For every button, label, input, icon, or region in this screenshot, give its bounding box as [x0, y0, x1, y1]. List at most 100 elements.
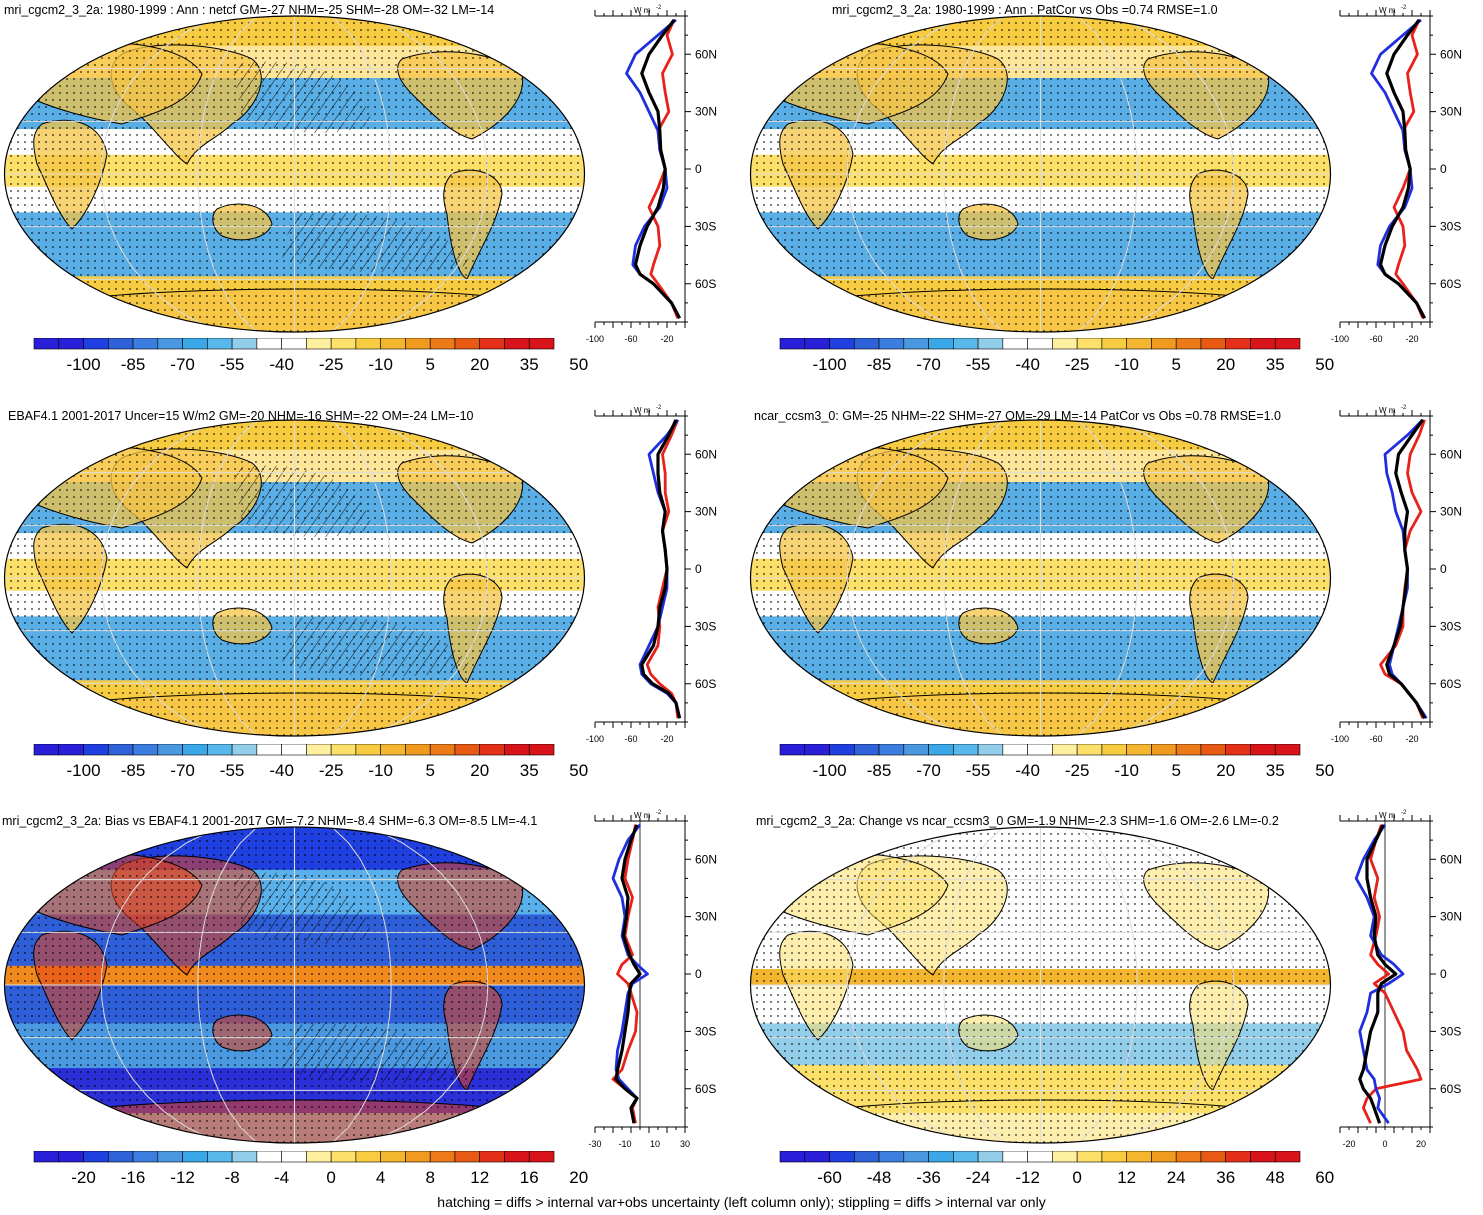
zonal-x-label: -60 [624, 734, 637, 744]
colorbar-cell [1076, 338, 1103, 350]
colorbar-label: 50 [569, 761, 588, 780]
colorbar-cell [281, 744, 307, 756]
zonal-lat-label: 0 [1440, 967, 1447, 981]
colorbar-label: 35 [520, 355, 539, 374]
colorbar-cell [405, 744, 431, 756]
zonal-lat-label: 60N [1440, 852, 1462, 866]
graticule-line [100, 827, 220, 1143]
colorbar-label: -70 [170, 355, 195, 374]
hatching-region [282, 1023, 472, 1084]
colorbar-cell [132, 744, 159, 756]
graticule-line [369, 16, 489, 332]
panel-title: mri_cgcm2_3_2a: Change vs ncar_ccsm3_0 G… [756, 814, 1279, 828]
graticule-line [197, 420, 258, 736]
hatching-region [232, 61, 372, 134]
colorbar-cell [107, 744, 134, 756]
zonal-series-black [633, 18, 682, 319]
colorbar-label: 5 [1171, 761, 1180, 780]
colorbar-cell [231, 1151, 258, 1163]
colorbar-cell [804, 338, 830, 350]
graticule-line [1077, 420, 1138, 736]
zonal-series-blue [625, 18, 681, 319]
colorbar-label: -55 [220, 355, 245, 374]
colorbar-label: -55 [220, 761, 245, 780]
zonal-lat-label: 60S [695, 1082, 716, 1096]
colorbar-cell [903, 744, 929, 756]
zonal-lat-label: 60N [1440, 447, 1462, 461]
colorbar-cell [779, 1151, 806, 1163]
colorbar-cell [1002, 744, 1028, 756]
zonal-x-label: -20 [1342, 1139, 1355, 1149]
colorbar-cell [977, 1151, 1004, 1163]
colorbar-label: -24 [966, 1168, 991, 1187]
zonal-lat-label: 30N [695, 910, 717, 924]
colorbar-cell [504, 338, 530, 350]
colorbar-cell [953, 1151, 979, 1163]
colorbar-cell [1076, 1151, 1103, 1163]
colorbar-cell [330, 744, 357, 756]
colorbar-cell [454, 338, 481, 350]
colorbar-cell [405, 1151, 431, 1163]
colorbar-cell [504, 1151, 530, 1163]
colorbar-cell [829, 338, 855, 350]
zonal-lat-label: 60S [1440, 277, 1461, 291]
colorbar-label: -25 [319, 761, 344, 780]
zonal-series-blue [1370, 18, 1426, 319]
colorbar-cell [903, 338, 929, 350]
colorbar-cell [429, 744, 456, 756]
colorbar-cell [355, 338, 381, 350]
panel-5: mri_cgcm2_3_2a: Bias vs EBAF4.1 2001-201… [0, 805, 740, 1190]
zonal-x-label: -60 [624, 334, 637, 344]
graticule-line [331, 420, 392, 736]
colorbar-cell [1175, 744, 1202, 756]
zonal-series-red [647, 19, 680, 319]
zonal-series-red [1362, 824, 1423, 1124]
zonal-lat-label: 60N [695, 852, 717, 866]
colorbar-cell [58, 338, 84, 350]
colorbar-cell [1101, 1151, 1127, 1163]
colorbar-cell [1126, 744, 1152, 756]
colorbar-cell [182, 744, 208, 756]
zonal-units-exponent: -2 [1401, 405, 1407, 411]
colorbar-label: -60 [817, 1168, 842, 1187]
colorbar-label: -70 [916, 355, 941, 374]
zonal-series-black [1385, 418, 1427, 719]
colorbar-cell [804, 744, 830, 756]
zonal-series-blue [1354, 823, 1405, 1125]
colorbar-label: -8 [225, 1168, 240, 1187]
panel-2: mri_cgcm2_3_2a: 1980-1999 : Ann : PatCor… [742, 0, 1483, 380]
colorbar-cell [903, 1151, 929, 1163]
colorbar-cell [1052, 744, 1078, 756]
colorbar-label: -100 [67, 761, 101, 780]
zonal-x-label: -100 [586, 334, 604, 344]
colorbar-cell [306, 1151, 332, 1163]
zonal-mean-plot: W m -2 60N 30N 0 30S 60S -100 -60 -20 [1331, 405, 1462, 744]
colorbar-label: 50 [1315, 761, 1334, 780]
colorbar-cell [281, 338, 307, 350]
colorbar-cell [1225, 1151, 1251, 1163]
colorbar-cell [829, 1151, 855, 1163]
colorbar-cell [479, 744, 505, 756]
colorbar-label: -70 [916, 761, 941, 780]
colorbar-cell [1052, 1151, 1078, 1163]
colorbar-cell [355, 744, 381, 756]
colorbar-cell [33, 1151, 60, 1163]
colorbar-cell [58, 744, 84, 756]
colorbar-cell [928, 338, 954, 350]
graticule-line [1115, 420, 1235, 736]
zonal-x-label: -20 [660, 734, 673, 744]
colorbar-cell [1200, 744, 1227, 756]
zonal-x-label: -60 [1369, 334, 1382, 344]
graticule-line [331, 827, 392, 1143]
zonal-units-exponent: -2 [1401, 810, 1407, 816]
colorbar-cell [1151, 1151, 1177, 1163]
colorbar-label: -48 [867, 1168, 892, 1187]
graticule-line [943, 16, 1004, 332]
graticule-line [1115, 827, 1235, 1143]
map-border [749, 826, 1332, 1144]
zonal-x-label: 0 [1382, 1139, 1387, 1149]
zonal-lat-label: 0 [695, 162, 702, 176]
colorbar-cell [1002, 1151, 1028, 1163]
global-map [749, 15, 1332, 333]
graticule-line [369, 827, 489, 1143]
